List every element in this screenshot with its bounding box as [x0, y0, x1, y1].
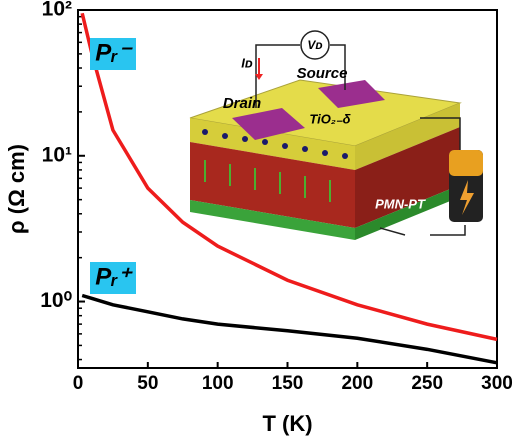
annotation: Drain [223, 95, 261, 112]
y-axis-label: ρ (Ω cm) [4, 144, 29, 234]
annotation: TiO₂₋δ [309, 111, 350, 126]
y-tick-label: 10² [42, 0, 72, 21]
series-line [80, 12, 498, 342]
x-tick-label: 0 [73, 373, 84, 394]
y-tick-label: 10⁰ [40, 289, 72, 312]
x-tick-label: 50 [137, 373, 158, 394]
label-box [90, 262, 136, 294]
x-tick-label: 200 [341, 373, 373, 394]
annotation: Vᴅ [307, 38, 322, 52]
x-tick-label: 100 [202, 373, 234, 394]
label-box [90, 38, 136, 70]
x-tick-label: 300 [481, 373, 513, 394]
inset-diagram [189, 30, 483, 240]
annotation: Source [297, 65, 348, 82]
x-tick-label: 250 [411, 373, 443, 394]
x-axis-label: T (K) [262, 411, 312, 436]
annotation: PMN-PT [375, 196, 426, 211]
y-tick-label: 10¹ [42, 143, 72, 166]
annotation: Iᴅ [241, 55, 253, 70]
annotation: Pᵣ⁻ [95, 39, 133, 66]
x-tick-label: 150 [272, 373, 304, 394]
series-line [81, 293, 498, 365]
annotation: Pᵣ⁺ [95, 263, 133, 290]
